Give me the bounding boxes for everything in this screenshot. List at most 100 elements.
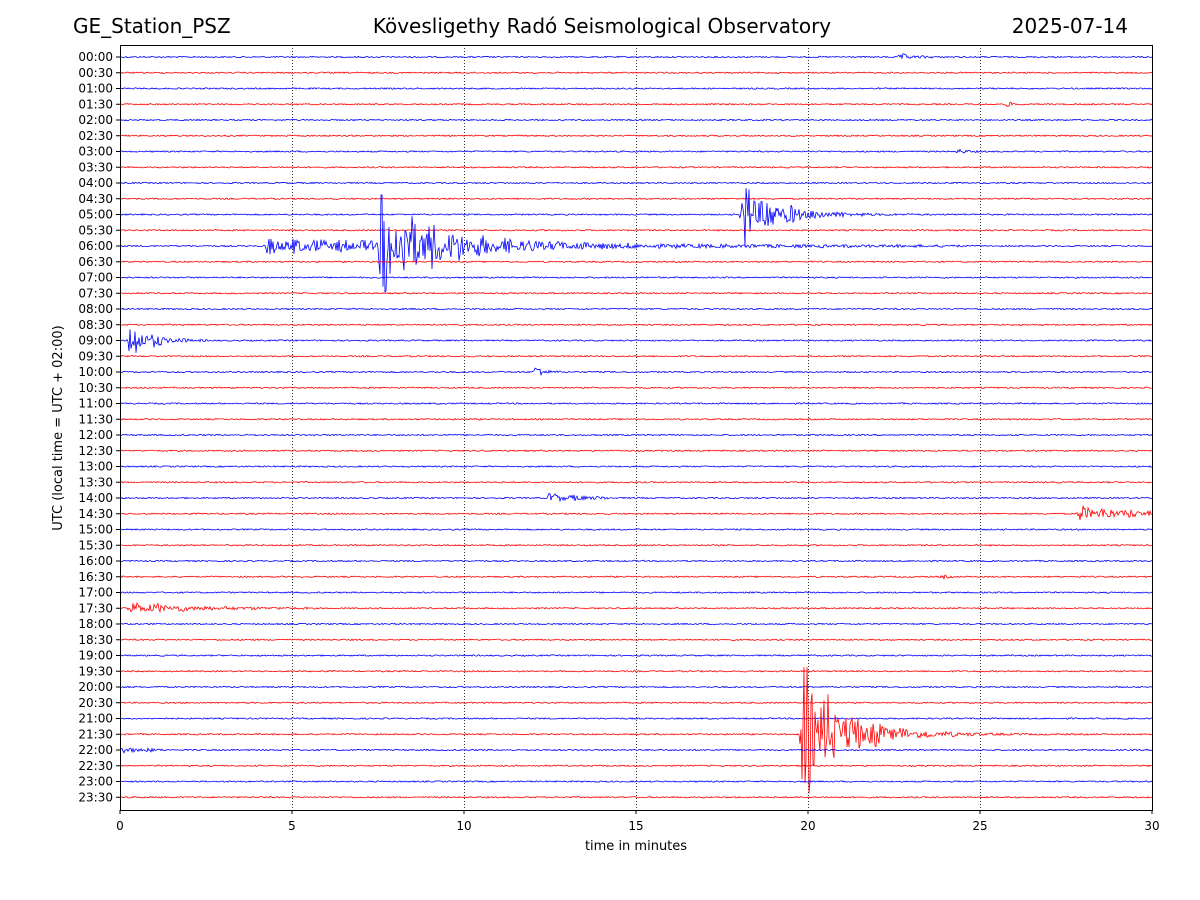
trace-1500 <box>119 528 1153 531</box>
y-tick-label: 19:30 <box>78 664 113 678</box>
trace-0230 <box>119 134 1153 138</box>
trace-0900 <box>119 329 1153 353</box>
trace-0830 <box>119 323 1153 327</box>
grid-lines <box>292 45 981 810</box>
y-tick-label: 15:00 <box>78 523 113 537</box>
y-tick-label: 15:30 <box>78 538 113 552</box>
trace-1130 <box>119 417 1153 421</box>
y-tick-label: 05:00 <box>78 208 113 222</box>
y-tick-label: 23:30 <box>78 790 113 804</box>
y-tick-label: 16:30 <box>78 570 113 584</box>
trace-2230 <box>119 764 1153 768</box>
trace-1800 <box>119 622 1153 626</box>
y-axis-label: UTC (local time = UTC + 02:00) <box>51 325 66 530</box>
y-tick-label: 17:30 <box>78 601 113 615</box>
trace-0030 <box>119 71 1153 75</box>
observatory-title: Kövesligethy Radó Seismological Observat… <box>372 14 832 38</box>
y-tick-label: 14:30 <box>78 507 113 521</box>
trace-1530 <box>119 543 1153 547</box>
trace-0400 <box>119 181 1153 185</box>
y-tick-label: 06:30 <box>78 255 113 269</box>
seismic-traces <box>119 53 1153 799</box>
trace-1630 <box>119 574 1153 581</box>
y-tick-label: 12:30 <box>78 444 113 458</box>
y-tick-label: 13:00 <box>78 460 113 474</box>
trace-2130 <box>119 667 1153 794</box>
y-tick-label: 01:30 <box>78 97 113 111</box>
y-tick-label: 13:30 <box>78 475 113 489</box>
y-tick-label: 03:00 <box>78 145 113 159</box>
plot-frame <box>120 45 1153 811</box>
trace-1600 <box>119 559 1153 563</box>
trace-0530 <box>119 228 1153 232</box>
trace-1400 <box>119 492 1153 503</box>
y-tick-label: 10:00 <box>78 365 113 379</box>
trace-1100 <box>119 402 1153 405</box>
y-tick-label: 06:00 <box>78 239 113 253</box>
trace-1300 <box>119 465 1153 468</box>
y-tick-label: 17:00 <box>78 586 113 600</box>
trace-1700 <box>119 591 1153 594</box>
x-axis-label: time in minutes <box>585 839 687 854</box>
x-tick-label: 5 <box>288 819 296 833</box>
y-tick-label: 02:00 <box>78 113 113 127</box>
y-tick-label: 09:00 <box>78 334 113 348</box>
y-tick-label: 02:30 <box>78 129 113 143</box>
x-axis-ticks: 0 5 10 15 20 25 30 <box>116 810 1160 833</box>
y-tick-label: 07:00 <box>78 271 113 285</box>
y-tick-label: 21:00 <box>78 712 113 726</box>
y-tick-label: 23:00 <box>78 775 113 789</box>
y-tick-label: 19:00 <box>78 649 113 663</box>
trace-1230 <box>119 449 1153 453</box>
y-tick-label: 07:30 <box>78 286 113 300</box>
trace-1330 <box>119 480 1153 484</box>
station-title: GE_Station_PSZ <box>73 14 231 38</box>
y-tick-label: 20:30 <box>78 696 113 710</box>
x-tick-label: 20 <box>800 819 815 833</box>
y-tick-label: 00:30 <box>78 66 113 80</box>
y-tick-label: 05:30 <box>78 223 113 237</box>
trace-0330 <box>119 165 1153 169</box>
trace-0700 <box>119 276 1153 279</box>
trace-0500 <box>119 188 1153 247</box>
x-tick-label: 15 <box>628 819 643 833</box>
y-tick-label: 03:30 <box>78 160 113 174</box>
y-tick-label: 20:00 <box>78 680 113 694</box>
trace-1900 <box>119 654 1153 657</box>
trace-2300 <box>119 780 1153 783</box>
trace-0430 <box>119 197 1153 201</box>
trace-0800 <box>119 307 1153 311</box>
trace-1030 <box>119 386 1153 390</box>
y-tick-label: 00:00 <box>78 50 113 64</box>
trace-1730 <box>119 602 1153 614</box>
y-tick-label: 08:30 <box>78 318 113 332</box>
x-tick-label: 30 <box>1144 819 1159 833</box>
trace-0000 <box>119 53 1153 59</box>
x-tick-label: 10 <box>456 819 471 833</box>
y-tick-label: 09:30 <box>78 349 113 363</box>
y-tick-label: 21:30 <box>78 727 113 741</box>
trace-2100 <box>119 717 1153 720</box>
x-tick-label: 0 <box>116 819 124 833</box>
y-tick-label: 12:00 <box>78 428 113 442</box>
trace-0100 <box>119 87 1153 90</box>
trace-0600 <box>119 194 1153 293</box>
trace-1830 <box>119 638 1153 642</box>
trace-2030 <box>119 701 1153 705</box>
trace-0730 <box>119 291 1153 295</box>
trace-0630 <box>119 260 1153 264</box>
trace-2000 <box>119 685 1153 689</box>
y-tick-label: 18:30 <box>78 633 113 647</box>
y-tick-label: 16:00 <box>78 554 113 568</box>
y-tick-label: 22:30 <box>78 759 113 773</box>
trace-1930 <box>119 669 1153 673</box>
y-tick-label: 04:00 <box>78 176 113 190</box>
date-title: 2025-07-14 <box>1011 14 1128 38</box>
trace-0200 <box>119 118 1153 122</box>
y-tick-label: 22:00 <box>78 743 113 757</box>
trace-0130 <box>119 101 1153 108</box>
trace-1430 <box>119 505 1153 521</box>
trace-2200 <box>119 747 1153 754</box>
